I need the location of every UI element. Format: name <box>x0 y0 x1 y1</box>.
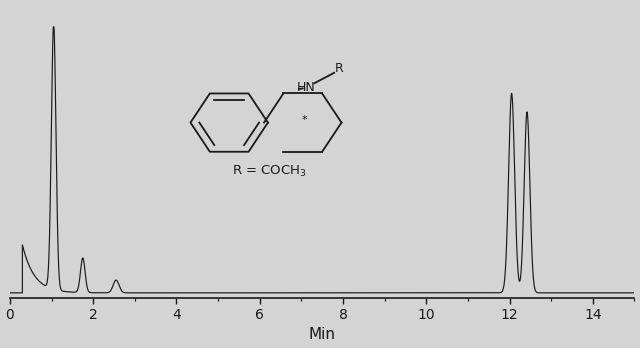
Text: *: * <box>302 115 307 125</box>
Text: HN: HN <box>296 81 316 94</box>
Text: R: R <box>334 62 343 75</box>
X-axis label: Min: Min <box>308 327 336 342</box>
Text: R = COCH$_3$: R = COCH$_3$ <box>232 164 307 179</box>
